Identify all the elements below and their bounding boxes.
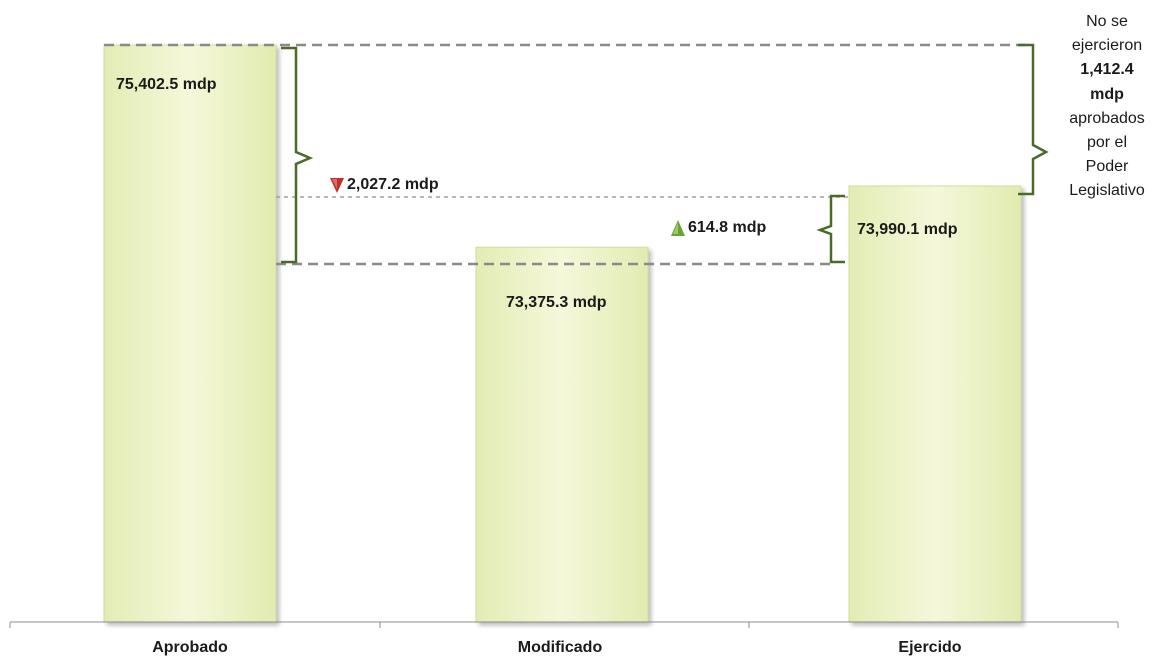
up-triangle-icon xyxy=(671,220,685,236)
not-exercised-note: No se ejercieron 1,412.4 mdp aprobados p… xyxy=(1052,10,1159,204)
increase-label: 614.8 mdp xyxy=(670,219,766,237)
x-tick-label: Ejercido xyxy=(898,639,962,656)
note-line: por el xyxy=(1086,134,1128,152)
note-line: Poder xyxy=(1085,158,1129,176)
note-line: aprobados xyxy=(1069,109,1145,127)
note-unit: mdp xyxy=(1090,85,1124,103)
decrease-label: 2,027.2 mdp xyxy=(329,176,439,194)
bar-value-label: 75,402.5 mdp xyxy=(116,76,217,93)
bracket-not-exercised xyxy=(1018,43,1049,196)
note-amount: 1,412.4 xyxy=(1080,61,1134,79)
bar-ejercido xyxy=(848,185,1022,623)
x-tick-label: Aprobado xyxy=(152,639,228,656)
bar-modificado xyxy=(475,246,649,623)
bracket-decrease xyxy=(281,46,314,264)
bracket-increase xyxy=(816,194,845,264)
bar-aprobado xyxy=(103,44,277,623)
increase-value: 614.8 mdp xyxy=(688,219,767,236)
decrease-value: 2,027.2 mdp xyxy=(347,176,439,193)
bar-value-label: 73,375.3 mdp xyxy=(506,294,607,311)
note-line: ejercieron xyxy=(1071,37,1143,55)
note-line: No se xyxy=(1086,13,1128,30)
down-triangle-icon xyxy=(330,178,344,193)
bar-value-label: 73,990.1 mdp xyxy=(857,221,958,238)
x-tick-label: Modificado xyxy=(517,639,603,656)
note-line: Legislativo xyxy=(1069,182,1145,200)
